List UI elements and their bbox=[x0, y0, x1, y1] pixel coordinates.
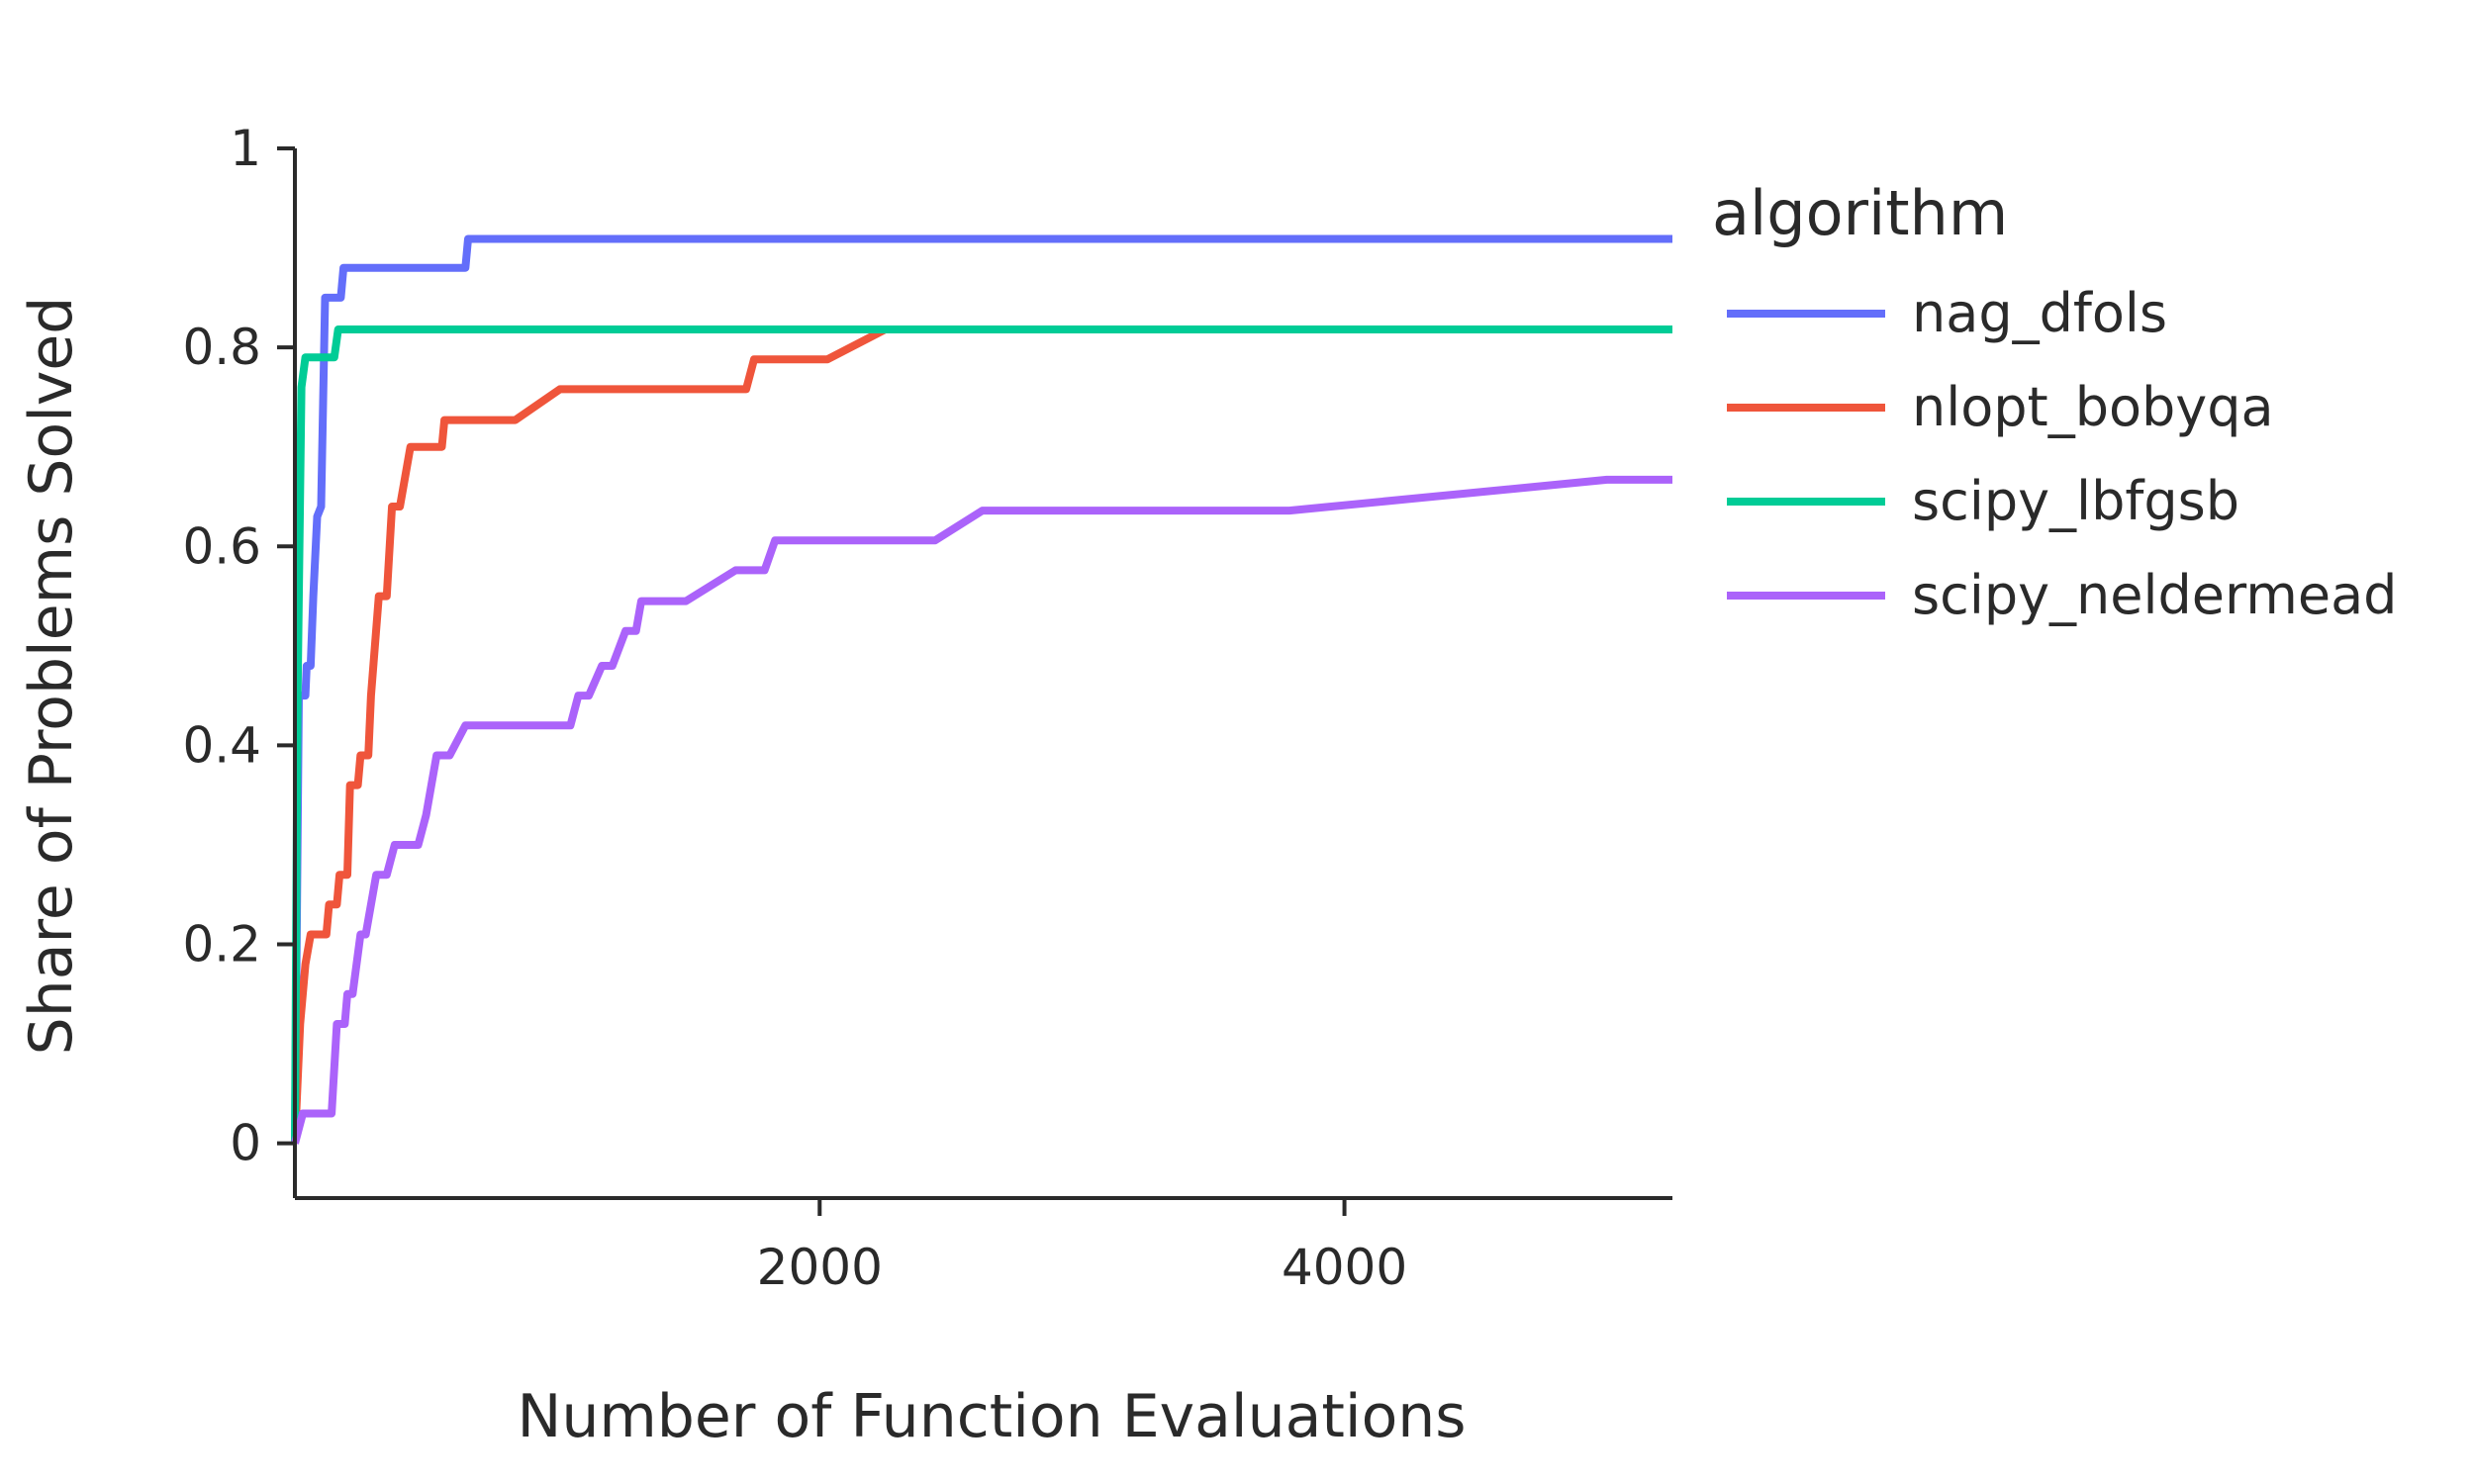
legend-label-nlopt-bobyqa: nlopt_bobyqa bbox=[1912, 376, 2274, 438]
series-group bbox=[291, 234, 1672, 1145]
y-tick-label: 0.2 bbox=[182, 916, 261, 974]
y-tick-label: 0.4 bbox=[182, 716, 261, 774]
series-line-nlopt-bobyqa bbox=[291, 325, 1672, 1144]
y-tick-label: 1 bbox=[230, 120, 261, 177]
plot-area bbox=[291, 234, 1672, 1145]
legend-label-nag-dfols: nag_dfols bbox=[1912, 282, 2167, 344]
y-tick-label: 0 bbox=[230, 1115, 261, 1172]
series-line-scipy-neldermead bbox=[291, 475, 1672, 1145]
x-tick-label: 2000 bbox=[757, 1239, 883, 1296]
legend-title: algorithm bbox=[1712, 177, 2008, 249]
y-ticks: 0 0.2 0.4 0.6 0.8 1 bbox=[182, 120, 295, 1172]
x-ticks: 2000 4000 bbox=[757, 1198, 1407, 1296]
legend-items: nag_dfols nlopt_bobyqa scipy_lbfgsb scipy_n… bbox=[1727, 282, 2397, 626]
legend-label-scipy-neldermead: scipy_neldermead bbox=[1912, 564, 2397, 626]
y-axis-title: Share of Problems Solved bbox=[17, 297, 86, 1056]
legend: algorithm nag_dfols nlopt_bobyqa scipy_lbf… bbox=[1712, 177, 2397, 626]
axes: 0 0.2 0.4 0.6 0.8 1 2000 4000 bbox=[182, 120, 1672, 1296]
y-tick-label: 0.6 bbox=[182, 517, 261, 575]
y-tick-label: 0.8 bbox=[182, 319, 261, 376]
x-axis-title: Number of Function Evaluations bbox=[517, 1382, 1466, 1451]
legend-label-scipy-lbfgsb: scipy_lbfgsb bbox=[1912, 470, 2239, 532]
x-tick-label: 4000 bbox=[1282, 1239, 1407, 1296]
series-line-nag-dfols bbox=[291, 234, 1672, 1144]
series-line-scipy-lbfgsb bbox=[291, 325, 1672, 1144]
